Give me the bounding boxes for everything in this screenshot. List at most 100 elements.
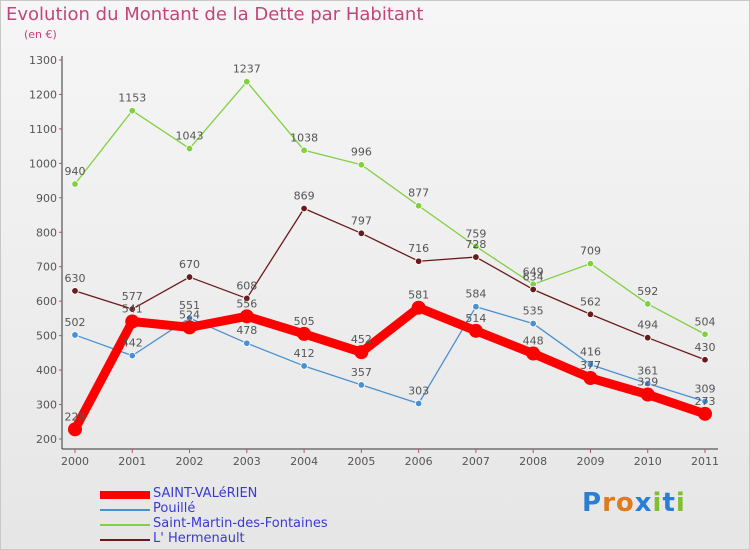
data-label: 630 xyxy=(65,272,86,285)
legend-swatch xyxy=(100,509,150,511)
data-label: 670 xyxy=(179,258,200,271)
data-label: 649 xyxy=(523,265,544,278)
data-point xyxy=(701,397,709,406)
data-label: 608 xyxy=(236,279,257,292)
data-point xyxy=(357,229,366,238)
data-point xyxy=(128,351,136,360)
data-label: 581 xyxy=(408,289,429,302)
x-tick-label: 2008 xyxy=(519,455,547,468)
data-point xyxy=(472,302,480,311)
data-point xyxy=(472,242,480,251)
data-point xyxy=(529,319,537,328)
data-point xyxy=(357,161,366,169)
data-point xyxy=(128,305,136,313)
data-point xyxy=(586,259,595,268)
x-tick-label: 2011 xyxy=(691,455,719,468)
data-label: 228 xyxy=(65,410,86,423)
data-label: 514 xyxy=(465,312,486,325)
data-label: 502 xyxy=(65,316,86,329)
data-label: 442 xyxy=(122,337,143,350)
x-tick-label: 2000 xyxy=(61,455,89,468)
legend-swatch xyxy=(100,491,150,499)
y-tick-label: 1100 xyxy=(29,123,57,136)
data-point xyxy=(586,310,595,318)
data-point xyxy=(698,406,712,421)
y-tick-label: 1200 xyxy=(29,88,57,101)
data-point xyxy=(414,202,423,210)
data-point xyxy=(300,204,308,213)
data-point xyxy=(586,360,595,369)
x-tick-label: 2005 xyxy=(347,455,375,468)
y-tick-label: 300 xyxy=(36,399,57,412)
x-tick-label: 2009 xyxy=(576,455,604,468)
data-point xyxy=(185,144,194,153)
data-point xyxy=(529,285,537,294)
legend-label: Pouillé xyxy=(153,501,196,516)
data-point xyxy=(411,300,426,315)
legend-label: SAINT-VALéRIEN xyxy=(153,486,258,501)
data-point xyxy=(357,381,366,389)
data-point xyxy=(354,345,369,360)
x-tick-label: 2004 xyxy=(290,455,318,468)
legend-label: Saint-Martin-des-Fontaines xyxy=(153,516,328,531)
y-tick-label: 800 xyxy=(36,226,57,239)
y-tick-label: 500 xyxy=(36,330,57,343)
y-tick-label: 700 xyxy=(36,261,57,274)
proxiti-logo: Proxiti xyxy=(582,488,686,518)
data-point xyxy=(297,326,312,341)
chart-title: Evolution du Montant de la Dette par Hab… xyxy=(6,4,424,25)
data-label: 273 xyxy=(695,395,716,408)
legend-swatch xyxy=(100,524,150,526)
legend-label: L' Hermenault xyxy=(153,531,245,546)
data-label: 759 xyxy=(465,227,486,240)
data-label: 634 xyxy=(523,270,544,283)
data-point xyxy=(71,331,79,339)
data-point xyxy=(300,146,308,154)
data-point xyxy=(243,339,251,347)
data-label: 709 xyxy=(580,245,601,258)
data-label: 303 xyxy=(408,385,429,398)
data-label: 551 xyxy=(179,299,200,312)
x-tick-label: 2001 xyxy=(118,455,146,468)
data-point xyxy=(243,78,251,86)
data-label: 535 xyxy=(523,305,544,318)
data-point xyxy=(300,362,308,370)
y-tick-label: 1300 xyxy=(29,54,57,67)
data-point xyxy=(644,300,652,308)
data-label: 592 xyxy=(637,285,658,298)
data-point xyxy=(526,346,541,361)
data-label: 728 xyxy=(465,238,486,251)
y-tick-label: 400 xyxy=(36,364,57,377)
data-label: 361 xyxy=(637,365,658,378)
data-point xyxy=(182,320,197,335)
series-line-3 xyxy=(74,207,706,361)
data-label: 452 xyxy=(351,333,372,346)
data-label: 869 xyxy=(294,189,315,202)
data-label: 377 xyxy=(580,359,601,372)
data-point xyxy=(583,371,598,386)
data-point xyxy=(185,273,194,281)
series-line-0 xyxy=(70,303,710,434)
data-label: 541 xyxy=(122,303,143,316)
data-label: 505 xyxy=(294,315,315,328)
x-tick-label: 2010 xyxy=(634,455,662,468)
data-point xyxy=(71,287,79,295)
data-label: 1237 xyxy=(233,63,261,76)
data-label: 524 xyxy=(179,308,200,321)
data-label: 1153 xyxy=(118,92,146,105)
data-point xyxy=(644,334,652,342)
data-label: 412 xyxy=(294,347,315,360)
data-label: 357 xyxy=(351,366,372,379)
x-tick-label: 2002 xyxy=(176,455,204,468)
data-label: 556 xyxy=(236,297,257,310)
y-tick-label: 200 xyxy=(36,433,57,446)
x-tick-label: 2006 xyxy=(405,455,433,468)
data-point xyxy=(239,309,254,324)
data-label: 584 xyxy=(465,288,486,301)
data-point xyxy=(701,356,709,364)
legend-swatch xyxy=(100,539,150,541)
data-point xyxy=(644,379,652,388)
y-tick-label: 600 xyxy=(36,295,57,308)
